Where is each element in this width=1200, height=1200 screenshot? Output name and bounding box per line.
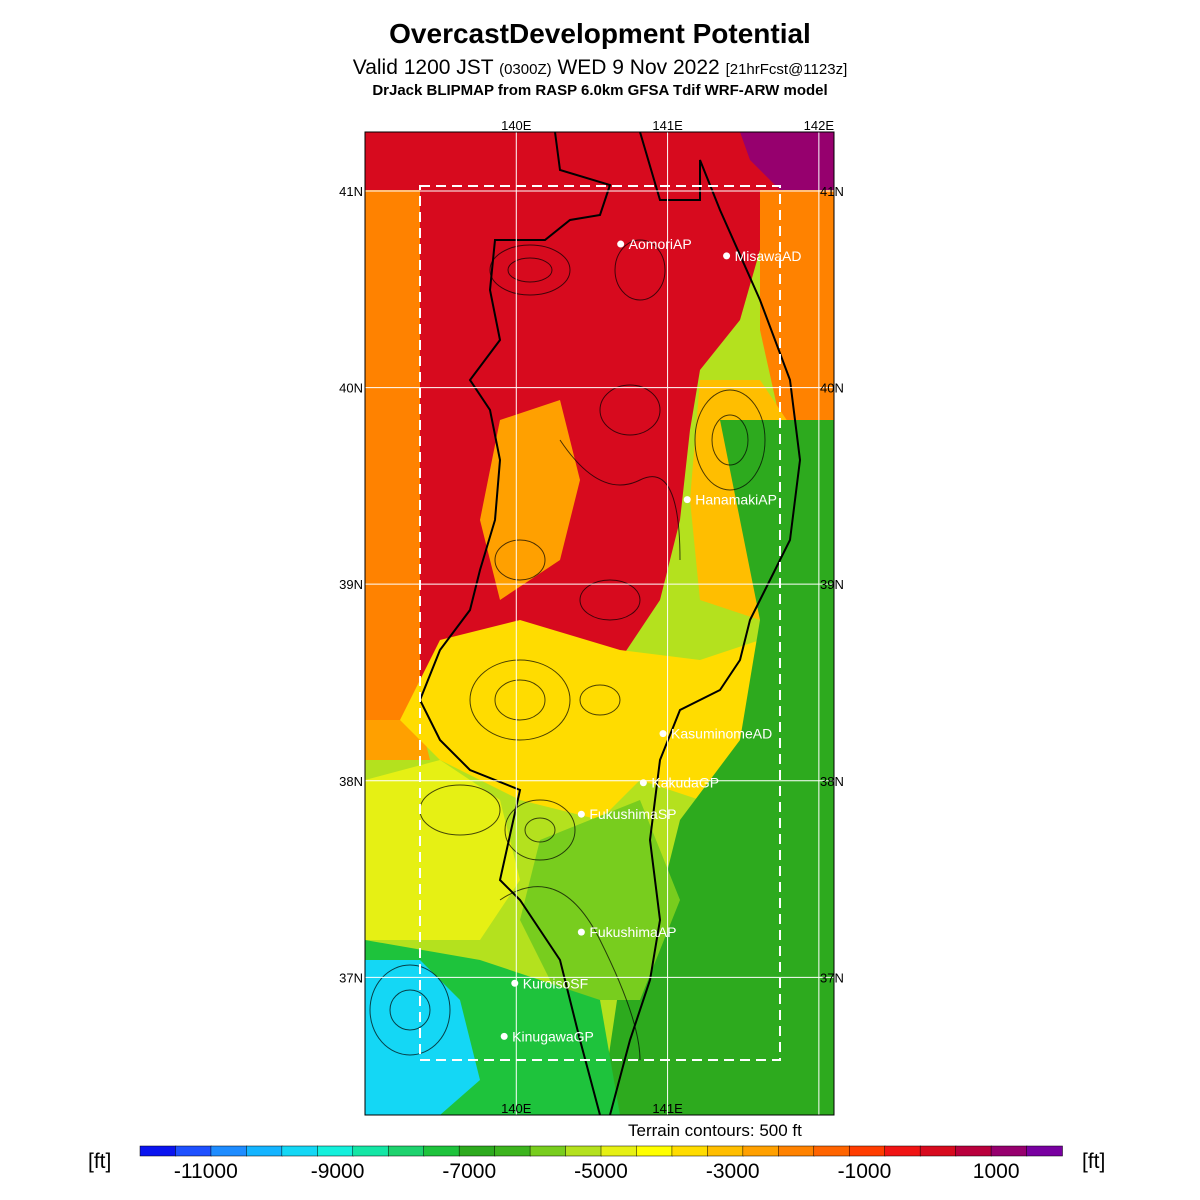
colorbar-swatch — [955, 1145, 992, 1157]
forecast-info: [21hrFcst@1123z] — [725, 61, 848, 78]
station-label: KuroisoSF — [523, 975, 588, 991]
station-label: MisawaAD — [735, 248, 802, 264]
region-inland-orange — [480, 400, 580, 600]
lon-tick-label-top: 141E — [652, 118, 683, 133]
station-marker — [577, 928, 585, 936]
coastline — [418, 132, 612, 1115]
colorbar-swatch — [990, 1145, 1028, 1157]
station-label: FukushimaAP — [589, 924, 676, 940]
station-marker — [723, 252, 731, 260]
colorbar-swatch — [458, 1145, 496, 1157]
lat-lon-grid — [365, 132, 834, 1115]
station-marker — [683, 496, 691, 504]
station-marker — [511, 979, 519, 987]
colorbar-tick-label: 1000 — [973, 1160, 1020, 1183]
station-label: KinugawaGP — [512, 1028, 594, 1044]
station-markers: AomoriAP MisawaAD HanamakiAP KasuminomeAD Ka… — [500, 236, 802, 1044]
model-domain-box — [419, 185, 781, 1061]
lon-tick-label-top: 140E — [501, 118, 532, 133]
region-sea-red — [365, 132, 834, 740]
lat-tick-label-right: 37N — [820, 970, 844, 985]
lat-tick-label-left: 38N — [339, 774, 363, 789]
colorbar-swatch — [352, 1145, 389, 1157]
lat-tick-label-right: 40N — [820, 381, 844, 396]
lat-tick-label-right: 41N — [820, 184, 844, 199]
station-label: KasuminomeAD — [671, 726, 772, 742]
station-marker — [659, 730, 667, 738]
colorbar-swatch — [600, 1145, 638, 1157]
colorbar-swatch — [387, 1145, 425, 1157]
colorbar-swatch — [778, 1145, 815, 1157]
colorbar-tick-label: -11000 — [174, 1160, 238, 1183]
region-central-yellow — [400, 620, 780, 820]
colorbar-swatch — [707, 1145, 744, 1157]
colorbar-swatch — [175, 1145, 212, 1157]
zulu-time: (0300Z) — [499, 61, 552, 78]
terrain-contours — [369, 239, 766, 1061]
station-label: FukushimaSP — [589, 806, 676, 822]
model-description: DrJack BLIPMAP from RASP 6.0km GFSA Tdif… — [372, 82, 828, 99]
colorbar-swatch — [565, 1145, 602, 1157]
chart-title: OvercastDevelopment Potential — [389, 18, 811, 49]
lat-tick-label-left: 41N — [339, 184, 363, 199]
colorbar-swatch — [423, 1145, 460, 1157]
colorbar-swatch — [919, 1145, 957, 1157]
colorbar-swatch — [210, 1145, 248, 1157]
colorbar-tick-label: -7000 — [442, 1160, 496, 1183]
colorbar-swatch — [317, 1145, 354, 1157]
terrain-note: Terrain contours: 500 ft — [628, 1121, 802, 1140]
chart-subtitle: Valid 1200 JST (0300Z) WED 9 Nov 2022 [2… — [0, 56, 1200, 80]
colorbar-swatch — [494, 1145, 531, 1157]
station-label: AomoriAP — [629, 236, 692, 252]
colorbar — [139, 1145, 1063, 1157]
colorbar-swatch — [281, 1145, 319, 1157]
lat-tick-label-right: 39N — [820, 577, 844, 592]
colorbar-unit-left: [ft] — [88, 1150, 112, 1173]
region-lightgreen-inland — [520, 800, 680, 1000]
colorbar-tick-label: -9000 — [311, 1160, 365, 1183]
colorbar-swatch — [139, 1145, 177, 1157]
lon-tick-label-bottom: 141E — [652, 1101, 683, 1116]
colorbar-swatch — [671, 1145, 709, 1157]
colorbar-tick-label: -5000 — [574, 1160, 628, 1183]
lat-tick-label-left: 39N — [339, 577, 363, 592]
colorbar-swatch — [813, 1145, 850, 1157]
colorbar-swatch — [884, 1145, 921, 1157]
colorbar-unit-right: [ft] — [1082, 1150, 1106, 1173]
station-marker — [639, 779, 647, 787]
lat-tick-label-left: 40N — [339, 381, 363, 396]
colorbar-tick-label: -3000 — [706, 1160, 760, 1183]
lat-tick-label-right: 38N — [820, 774, 844, 789]
station-marker — [577, 810, 585, 818]
map-frame — [364, 131, 835, 1116]
valid-date: WED 9 Nov 2022 — [557, 56, 720, 79]
region-west-yellow — [365, 760, 520, 940]
lon-tick-label-bottom: 140E — [501, 1101, 532, 1116]
colorbar-swatch — [1026, 1145, 1063, 1157]
colorbar-swatch — [848, 1145, 886, 1157]
colorbar-tick-label: -1000 — [838, 1160, 892, 1183]
station-marker — [500, 1032, 508, 1040]
colorbar-swatch — [636, 1145, 673, 1157]
station-marker — [617, 240, 625, 248]
lat-tick-label-left: 37N — [339, 970, 363, 985]
colorbar-swatch — [246, 1145, 283, 1157]
coastline-east — [609, 132, 802, 1115]
station-label: HanamakiAP — [695, 492, 777, 508]
lon-tick-label-top: 142E — [804, 118, 835, 133]
station-label: KakudaGP — [651, 775, 719, 791]
region-north-orange — [760, 190, 834, 420]
region-north-purple — [740, 132, 834, 200]
region-sea-orange-strip — [365, 190, 420, 720]
valid-time: Valid 1200 JST — [352, 56, 494, 79]
colorbar-swatch — [742, 1145, 780, 1157]
colorbar-swatch — [529, 1145, 567, 1157]
